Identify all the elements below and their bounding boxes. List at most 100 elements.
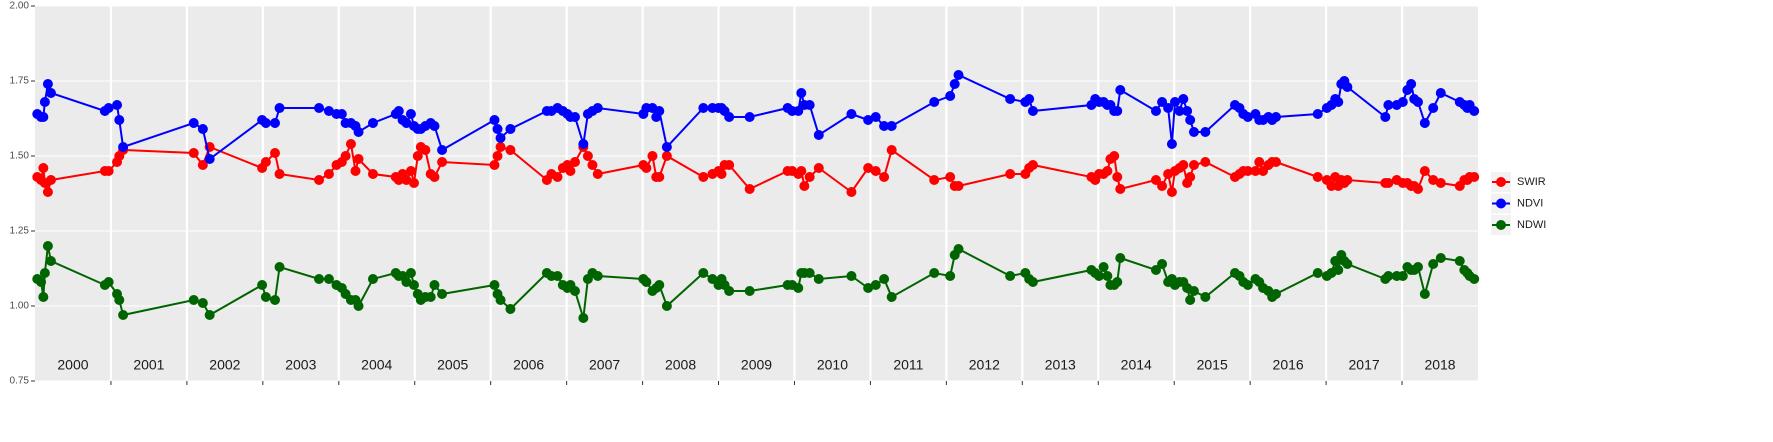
data-point xyxy=(1185,295,1196,305)
data-point xyxy=(1250,166,1261,176)
data-point xyxy=(1397,271,1408,281)
data-point xyxy=(1182,106,1193,116)
data-point xyxy=(587,160,598,170)
data-point xyxy=(698,268,709,278)
x-tick-label: 2001 xyxy=(133,357,164,373)
data-point xyxy=(698,103,709,113)
data-point xyxy=(420,145,431,155)
data-point xyxy=(1115,253,1126,263)
data-point xyxy=(42,241,53,251)
data-point xyxy=(1112,277,1123,287)
data-point xyxy=(1005,169,1016,179)
x-tick-label: 2000 xyxy=(57,357,88,373)
data-point xyxy=(408,280,419,290)
data-point xyxy=(929,268,940,278)
data-point xyxy=(799,181,810,191)
panel-background xyxy=(35,6,1478,381)
x-tick-label: 2017 xyxy=(1349,357,1380,373)
data-point xyxy=(45,88,56,98)
data-point xyxy=(489,160,500,170)
data-point xyxy=(744,112,755,122)
data-point xyxy=(846,187,857,197)
data-point xyxy=(1027,106,1038,116)
data-point xyxy=(569,286,580,296)
data-point xyxy=(592,103,603,113)
data-point xyxy=(260,118,271,128)
data-point xyxy=(197,160,208,170)
data-point xyxy=(1413,97,1424,107)
data-point xyxy=(112,100,123,110)
data-point xyxy=(323,169,334,179)
x-tick-label: 2002 xyxy=(209,357,240,373)
data-point xyxy=(1342,82,1353,92)
data-point xyxy=(42,79,53,89)
data-point xyxy=(744,286,755,296)
data-point xyxy=(257,280,268,290)
data-point xyxy=(274,262,285,272)
data-point xyxy=(401,175,412,185)
y-tick-label: 0.75 xyxy=(10,376,30,387)
data-point xyxy=(592,271,603,281)
data-point xyxy=(661,301,672,311)
data-point xyxy=(879,172,890,182)
data-point xyxy=(793,106,804,116)
data-point xyxy=(929,97,940,107)
data-point xyxy=(552,172,563,182)
data-point xyxy=(886,121,897,131)
data-point xyxy=(204,310,215,320)
data-point xyxy=(1333,265,1344,275)
data-point xyxy=(1102,166,1113,176)
data-point xyxy=(505,145,516,155)
data-point xyxy=(793,283,804,293)
x-tick-label: 2010 xyxy=(817,357,848,373)
data-point xyxy=(274,169,285,179)
data-point xyxy=(1178,160,1189,170)
x-tick-label: 2011 xyxy=(893,357,923,373)
data-point xyxy=(1178,94,1189,104)
y-tick-label: 1.00 xyxy=(10,301,30,312)
data-point xyxy=(1188,286,1199,296)
data-point xyxy=(197,298,208,308)
data-point xyxy=(1312,172,1323,182)
data-point xyxy=(489,115,500,125)
data-point xyxy=(204,154,215,164)
data-point xyxy=(1185,172,1196,182)
data-point xyxy=(38,112,49,122)
x-tick-label: 2007 xyxy=(589,357,620,373)
data-point xyxy=(39,268,50,278)
data-point xyxy=(724,112,735,122)
x-tick-label: 2016 xyxy=(1273,357,1304,373)
data-point xyxy=(197,124,208,134)
data-point xyxy=(1027,277,1038,287)
data-point xyxy=(1428,259,1439,269)
legend-point xyxy=(1496,220,1506,230)
data-point xyxy=(578,313,589,323)
data-point xyxy=(870,280,881,290)
data-point xyxy=(274,103,285,113)
data-point xyxy=(1200,127,1211,137)
data-point xyxy=(945,91,956,101)
data-point xyxy=(945,271,956,281)
data-point xyxy=(114,115,125,125)
data-point xyxy=(269,118,280,128)
data-point xyxy=(118,142,129,152)
data-point xyxy=(1333,97,1344,107)
data-point xyxy=(1383,178,1394,188)
data-point xyxy=(367,118,378,128)
data-point xyxy=(103,103,114,113)
data-point xyxy=(1188,127,1199,137)
data-point xyxy=(429,280,440,290)
data-point xyxy=(804,268,815,278)
data-point xyxy=(1419,166,1430,176)
data-point xyxy=(1312,109,1323,119)
data-point xyxy=(582,151,593,161)
legend-label: SWIR xyxy=(1517,176,1546,188)
data-point xyxy=(1413,184,1424,194)
data-point xyxy=(641,277,652,287)
data-point xyxy=(724,286,735,296)
data-point xyxy=(1326,181,1337,191)
y-tick-label: 1.50 xyxy=(10,151,30,162)
data-point xyxy=(846,109,857,119)
data-point xyxy=(953,70,964,80)
data-point xyxy=(269,148,280,158)
